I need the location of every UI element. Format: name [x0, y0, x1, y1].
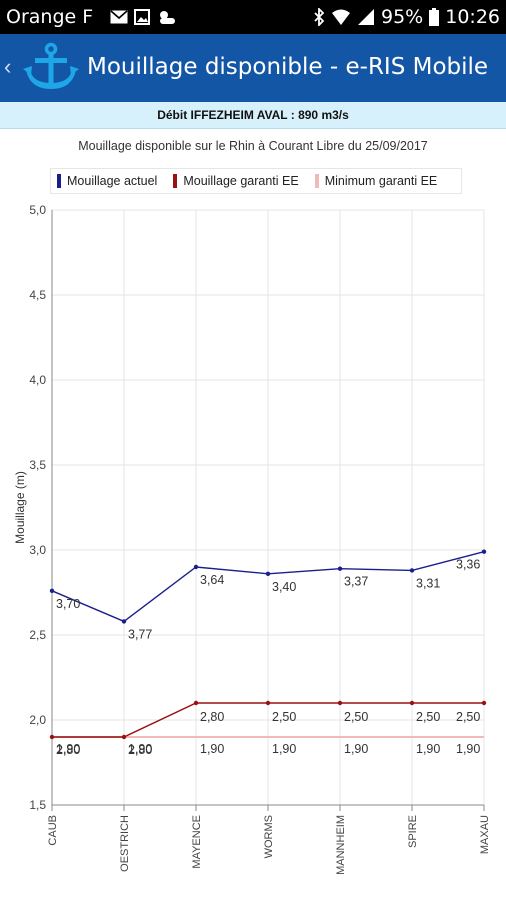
series-point-1: [481, 700, 487, 706]
y-tick-label: 5,0: [29, 203, 46, 217]
battery-percent: 95%: [381, 6, 424, 28]
y-tick-label: 2,0: [29, 713, 46, 727]
data-label-0: 3,77: [128, 627, 152, 641]
legend-item-garanti[interactable]: Mouillage garanti EE: [173, 174, 299, 188]
data-label-0: 3,36: [456, 558, 480, 572]
y-tick-label: 2,5: [29, 628, 46, 642]
x-tick-label: WORMS: [263, 815, 275, 858]
series-point-1: [121, 734, 127, 740]
data-label-2: 1,90: [200, 742, 224, 756]
y-tick-label: 4,0: [29, 373, 46, 387]
series-point-0: [481, 549, 487, 554]
y-tick-label: 3,5: [29, 458, 46, 472]
legend-item-minimum[interactable]: Minimum garanti EE: [314, 174, 438, 188]
series-point-0: [193, 564, 199, 570]
y-tick-label: 4,5: [29, 288, 46, 302]
data-label-2: 1,90: [416, 742, 440, 756]
notification-icons: [110, 8, 176, 26]
y-tick-label: 3,0: [29, 543, 46, 557]
series-point-1: [337, 700, 343, 706]
legend-label-garanti: Mouillage garanti EE: [183, 174, 299, 188]
chart-title: Mouillage disponible sur le Rhin à Coura…: [78, 139, 428, 153]
series-point-1: [49, 734, 55, 740]
data-label-1: 2,80: [200, 710, 224, 724]
x-tick-label: OESTRICH: [119, 815, 131, 872]
legend-swatch-actuel: [57, 174, 61, 188]
series-point-1: [193, 700, 199, 706]
legend-label-actuel: Mouillage actuel: [67, 174, 158, 188]
legend-label-minimum: Minimum garanti EE: [324, 174, 438, 188]
mail-icon: [110, 10, 128, 24]
clock: 10:26: [445, 6, 500, 28]
chart-legend: Mouillage actuel Mouillage garanti EE Mi…: [50, 168, 462, 194]
data-label-2: 1,90: [344, 742, 368, 756]
data-label-0: 3,40: [272, 580, 296, 594]
app-bar: ‹ Mouillage disponible - e-RIS Mobile: [0, 34, 506, 102]
data-label-0: 3,70: [56, 597, 80, 611]
series-point-0: [121, 619, 127, 624]
series-point-0: [409, 568, 415, 573]
weather-icon: [160, 11, 175, 24]
y-tick-label: 1,5: [29, 798, 46, 812]
data-label-0: 3,31: [416, 576, 440, 590]
status-bar: Orange F 95% 10:26: [0, 0, 506, 34]
legend-swatch-garanti: [173, 174, 178, 188]
data-label-1: 2,50: [272, 710, 296, 724]
debit-banner: Débit IFFEZHEIM AVAL : 890 m3/s: [0, 102, 506, 129]
bluetooth-icon: [314, 8, 325, 26]
image-icon: [134, 9, 150, 25]
data-label-1: 2,50: [456, 710, 480, 724]
data-label-1: 2,80: [128, 743, 152, 757]
data-label-1: 2,50: [344, 710, 368, 724]
series-point-0: [265, 571, 271, 576]
battery-icon: [429, 8, 440, 26]
y-axis-label: Mouillage (m): [13, 471, 27, 544]
series-point-1: [409, 700, 415, 706]
wifi-icon: [332, 9, 350, 25]
data-label-2: 1,90: [128, 742, 152, 756]
data-label-0: 3,37: [344, 575, 368, 589]
legend-item-actuel[interactable]: Mouillage actuel: [57, 174, 157, 188]
data-label-2: 1,90: [272, 742, 296, 756]
x-tick-label: CAUB: [47, 815, 59, 846]
legend-swatch-minimum: [314, 174, 319, 188]
data-label-1: 2,80: [56, 743, 80, 757]
x-tick-label: MANNHEIM: [335, 815, 347, 875]
x-tick-label: MAYENCE: [191, 815, 203, 869]
data-label-1: 2,50: [416, 710, 440, 724]
status-right: 95% 10:26: [313, 6, 500, 28]
anchor-icon[interactable]: [22, 42, 80, 94]
data-label-2: 1,90: [56, 742, 80, 756]
line-chart[interactable]: 1,5 2,0 2,5 3,0 3,5 4,0 4,5 5,0 CAUB OESTRICH MAYE…: [0, 195, 506, 900]
signal-icon: [358, 9, 374, 25]
x-tick-label: MAXAU: [479, 815, 491, 854]
app-title: Mouillage disponible - e-RIS Mobile: [87, 54, 489, 80]
series-point-1: [265, 700, 271, 706]
series-point-0: [337, 566, 343, 571]
back-button[interactable]: ‹: [4, 54, 12, 79]
carrier-label: Orange F: [6, 6, 94, 28]
x-tick-label: SPIRE: [407, 815, 419, 848]
data-label-2: 1,90: [456, 742, 480, 756]
series-point-0: [49, 588, 55, 593]
data-label-0: 3,64: [200, 573, 224, 587]
